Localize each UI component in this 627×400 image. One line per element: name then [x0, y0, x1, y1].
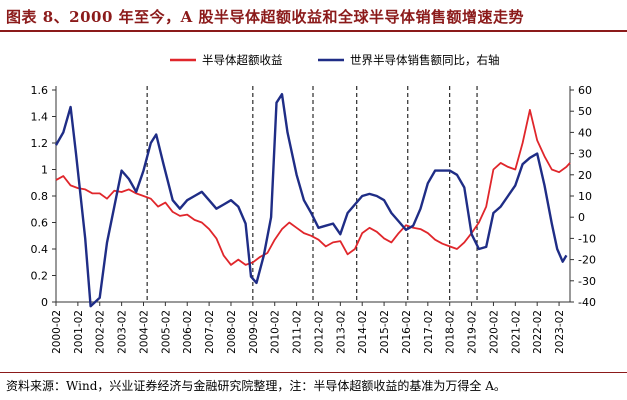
x-axis-tick-label: 2014-02: [357, 310, 369, 354]
excess-return-line: [55, 109, 571, 266]
right-axis-tick-label: 20: [578, 169, 592, 182]
x-axis-tick-label: 2017-02: [423, 310, 435, 354]
right-axis-tick-label: 0: [578, 211, 585, 224]
x-axis-tick-label: 2002-02: [95, 310, 107, 354]
x-axis-tick-label: 2020-02: [488, 310, 500, 354]
right-axis-tick-label: 50: [578, 105, 592, 118]
x-axis-tick-label: 2004-02: [138, 310, 150, 354]
left-axis-tick-label: 0.6: [31, 217, 49, 230]
left-axis-tick-label: 1: [41, 164, 48, 177]
title-divider: [0, 30, 627, 32]
left-axis-tick-label: 0: [41, 296, 48, 309]
right-axis-tick-label: -30: [578, 275, 596, 288]
left-axis-tick-label: 0.2: [31, 270, 49, 283]
right-axis-tick-label: -20: [578, 254, 596, 267]
x-axis-tick-label: 2005-02: [160, 310, 172, 354]
x-axis-tick-label: 2013-02: [335, 310, 347, 354]
left-axis-tick-label: 0.4: [31, 243, 49, 256]
right-axis-tick-label: 30: [578, 148, 592, 161]
figure-title: 图表 8、2000 年至今，A 股半导体超额收益和全球半导体销售额增速走势: [6, 8, 524, 26]
x-axis-tick-label: 2012-02: [313, 310, 325, 354]
right-axis-tick-label: -10: [578, 232, 596, 245]
x-axis-tick-label: 2006-02: [182, 310, 194, 354]
x-axis-tick-label: 2019-02: [467, 310, 479, 354]
source-note: 资料来源：Wind，兴业证券经济与金融研究院整理，注：半导体超额收益的基准为万得…: [6, 379, 506, 393]
line-chart: 0 0.2 0.4 0.6 0.8 1 1.2 1.4 1.6 -40 -30 -20 -10 0 10 20…: [31, 53, 596, 354]
x-axis-tick-label: 2023-02: [554, 310, 566, 354]
x-axis-tick-label: 2021-02: [510, 310, 522, 354]
x-axis-tick-label: 2011-02: [292, 310, 304, 354]
left-axis-tick-label: 1.4: [31, 111, 49, 124]
x-axis-tick-label: 2015-02: [379, 310, 391, 354]
left-axis-tick-label: 1.2: [31, 137, 49, 150]
chart-area: 0 0.2 0.4 0.6 0.8 1 1.2 1.4 1.6 -40 -30 -20 -10 0 10 20…: [0, 32, 627, 372]
source-divider: [0, 372, 627, 373]
x-axis-tick-label: 2008-02: [226, 310, 238, 354]
x-axis-tick-label: 2003-02: [117, 310, 129, 354]
x-axis-tick-label: 2007-02: [204, 310, 216, 354]
x-axis-tick-label: 2000-02: [51, 310, 63, 354]
right-axis-tick-label: 60: [578, 84, 592, 97]
x-axis-tick-label: 2016-02: [401, 310, 413, 354]
x-axis-tick-label: 2009-02: [248, 310, 260, 354]
sales-growth-line: [54, 93, 568, 308]
x-axis-tick-label: 2018-02: [445, 310, 457, 354]
left-axis-tick-label: 1.6: [31, 84, 49, 97]
right-axis-tick-label: 10: [578, 190, 592, 203]
right-axis-tick-label: -40: [578, 296, 596, 309]
x-axis-tick-label: 2001-02: [73, 310, 85, 354]
left-axis-tick-label: 0.8: [31, 190, 49, 203]
figure-header: 图表 8、2000 年至今，A 股半导体超额收益和全球半导体销售额增速走势: [0, 0, 627, 30]
x-axis-tick-label: 2022-02: [532, 310, 544, 354]
legend-label: 半导体超额收益: [202, 53, 283, 67]
right-axis-tick-label: 40: [578, 126, 592, 139]
x-axis-tick-label: 2010-02: [270, 310, 282, 354]
legend-label: 世界半导体销售额同比，右轴: [350, 53, 500, 67]
